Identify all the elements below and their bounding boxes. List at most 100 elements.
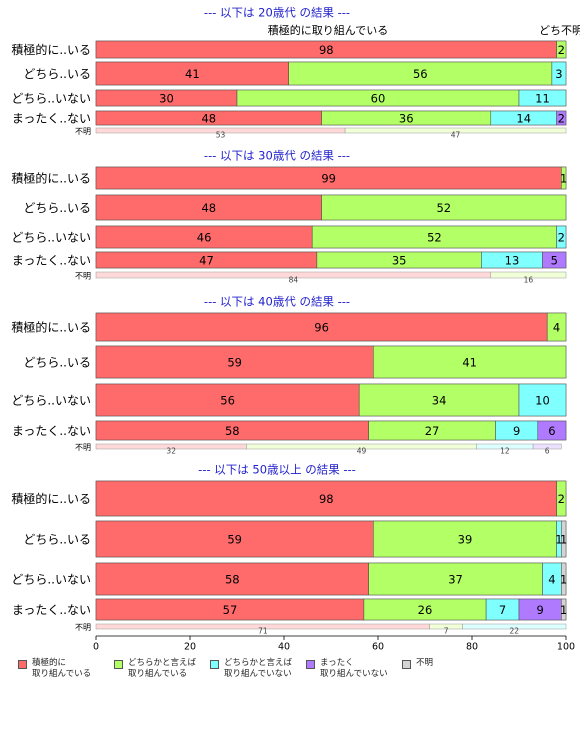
row-label: まったく..ない [12,424,91,438]
top-header: 積極的に取り組んでいる [268,23,388,37]
bar-segment [518,383,567,417]
bar-segment [546,312,567,342]
legend-label: どちらかと言えば 取り組んでいない [224,658,293,679]
bar-segment [358,383,520,417]
bar-value-label: 58 [225,424,240,438]
bar-value-label: 41 [185,67,200,81]
bar-segment [95,562,369,596]
bar-value-label: 2 [558,112,565,126]
row-label: どちら..いない [11,92,91,106]
bar-value-label: 2 [558,492,565,506]
row-label: どちら..いない [11,573,91,587]
legend-label: 積極的に 取り組んでいる [32,658,92,679]
legend-label: 不明 [416,658,434,668]
bar-value-label: 36 [399,112,414,126]
bar-value-label: 1 [560,533,567,547]
bar-segment [542,251,567,269]
unknown-label: 不明 [75,127,91,136]
bar-segment [518,89,567,107]
x-tick-label: 40 [278,642,290,653]
bar-segment [561,598,567,621]
bar-value-label: 14 [516,112,531,126]
legend-label: どちらかと言えば 取り組んでいる [128,658,197,679]
bar-segment [561,520,567,558]
bar-value-label: 26 [418,603,433,617]
unknown-value-label: 84 [289,276,299,285]
row-label: どちら..いる [23,533,91,547]
bar-value-label: 9 [536,603,543,617]
row-label: どちら..いない [11,394,91,408]
bar-value-label: 10 [535,394,550,408]
bar-value-label: 59 [227,356,242,370]
row-label: 積極的に..いる [11,320,91,335]
bar-segment [556,110,567,126]
bar-value-label: 47 [199,254,214,268]
unknown-segment [344,127,567,134]
bar-segment [561,562,567,596]
unknown-segment [490,271,567,279]
bar-segment [373,345,567,379]
bar-value-label: 1 [555,533,562,547]
unknown-value-label: 32 [166,447,176,456]
bar-value-label: 52 [436,201,451,215]
bar-segment [561,166,567,190]
bar-value-label: 30 [159,92,174,106]
bar-segment [95,312,548,342]
stacked-bar-chart: 積極的に取り組んでいる どち不明 --- 以下は 20歳代 の結果 --- 98 2 積極… [11,6,580,653]
unknown-value-label: 7 [444,627,449,636]
legend-swatch [210,660,219,669]
unknown-segment [532,443,562,450]
bar-value-label: 9 [513,424,520,438]
bar-value-label: 11 [535,92,550,106]
x-tick-label: 20 [184,642,196,653]
bar-value-label: 3 [555,67,562,81]
unknown-value-label: 6 [545,447,550,456]
bar-value-label: 1 [560,573,567,587]
row-label: 積極的に..いる [11,491,91,506]
bar-value-label: 27 [425,424,440,438]
unknown-label: 不明 [75,623,91,632]
bar-value-label: 96 [314,321,329,335]
bar-segment [95,345,374,379]
x-tick-label: 60 [372,642,384,653]
legend-swatch [114,660,123,669]
bar-value-label: 13 [505,254,520,268]
panel-title: --- 以下は 30歳代 の結果 --- [204,149,350,163]
unknown-value-label: 12 [500,447,510,456]
x-tick-label: 0 [93,642,99,653]
bar-value-label: 2 [558,43,565,57]
bar-value-label: 1 [560,603,567,617]
bar-segment [368,562,543,596]
row-label: まったく..ない [12,112,91,126]
panel-title: --- 以下は 40歳代 の結果 --- [204,295,350,309]
bar-segment [95,383,360,417]
row-label: 積極的に..いる [11,42,91,57]
bar-segment [551,61,567,86]
row-label: どちら..いる [23,201,91,215]
bar-value-label: 48 [201,112,216,126]
unknown-value-label: 71 [258,627,268,636]
bar-segment [95,480,557,517]
bar-segment [556,480,567,517]
bar-value-label: 99 [321,172,336,186]
bar-value-label: 52 [427,231,442,245]
bar-segment [537,420,567,441]
bar-value-label: 34 [432,394,447,408]
top-header-right: どち不明 [539,24,580,37]
unknown-label: 不明 [75,443,91,452]
row-label: まったく..ない [12,254,91,268]
bar-value-label: 4 [553,321,560,335]
row-label: どちら..いる [23,356,91,370]
bar-value-label: 6 [548,424,555,438]
bar-value-label: 56 [413,67,428,81]
bar-segment [321,194,567,221]
unknown-value-label: 53 [216,131,226,140]
legend-swatch [306,660,315,669]
unknown-segment [462,623,567,630]
bar-value-label: 41 [462,356,477,370]
unknown-value-label: 16 [524,276,534,285]
unknown-value-label: 22 [510,627,520,636]
bar-value-label: 1 [560,172,567,186]
legend-label: まったく 取り組んでいない [320,658,388,679]
bar-value-label: 98 [319,492,334,506]
